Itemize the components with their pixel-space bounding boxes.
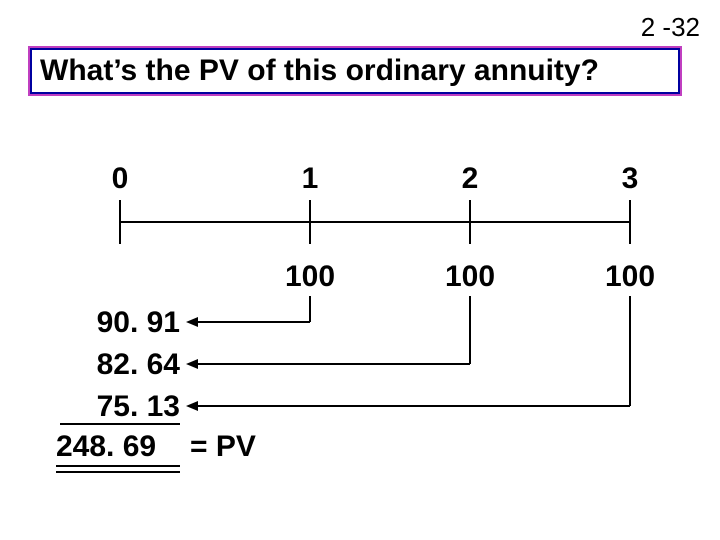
tick-label-2: 2: [462, 162, 479, 196]
pv-row-2: 82. 64: [97, 348, 180, 382]
cashflow-3: 100: [605, 260, 655, 294]
tick-label-3: 3: [622, 162, 639, 196]
pv-sum-value: 248. 69: [56, 430, 156, 464]
tick-label-1: 1: [302, 162, 319, 196]
cashflow-1: 100: [285, 260, 335, 294]
cashflow-2: 100: [445, 260, 495, 294]
pv-sum-label: = PV: [190, 430, 256, 464]
pv-row-1: 90. 91: [97, 306, 180, 340]
pv-row-3: 75. 13: [97, 390, 180, 424]
tick-label-0: 0: [112, 162, 129, 196]
